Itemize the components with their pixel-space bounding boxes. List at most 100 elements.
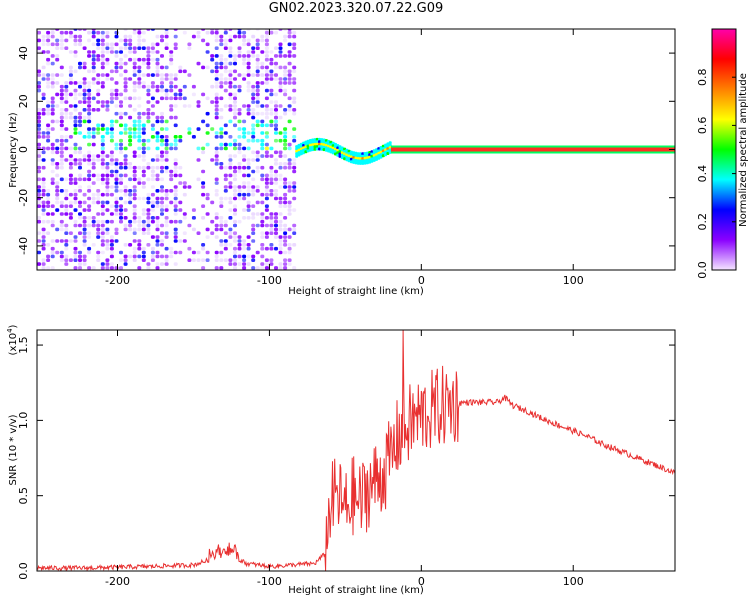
spectrogram-cell [306,147,310,150]
spectrogram-cell [223,219,228,224]
spectrogram-cell [64,227,69,232]
spectrogram-cell [295,149,299,153]
spectrogram-cell [105,231,110,235]
spectrogram-cell [237,34,242,39]
spectrogram-cell [164,219,169,224]
spectrogram-cell [155,146,160,151]
spectrogram-cell [349,153,353,156]
spectrogram-cell [246,216,251,220]
spectrogram-cell [82,158,87,162]
spectrogram-cell [55,104,60,108]
spectrogram-cell [46,30,51,35]
spectrogram-cell [228,243,233,247]
spectrogram-cell [352,160,356,164]
spectrogram-cell [37,165,41,170]
spectrogram-cell [343,157,347,161]
spectrogram-cell [251,192,256,197]
spectrogram-cell [37,30,41,35]
spectrogram-cell [237,119,242,124]
spectrogram-cell [219,243,224,247]
spectrogram-cell [87,84,92,89]
spectrogram-cell [160,77,164,81]
spectrogram-cell [78,81,82,85]
spectrogram-cell [100,192,105,197]
spectrogram-cell [340,151,344,155]
spectrogram-cell [173,42,178,47]
spectrogram-cell [251,46,256,50]
spectrogram-cell [205,131,210,135]
spectrogram-cell [59,119,64,124]
spectrogram-cell [287,212,292,216]
spectrogram-cell [137,227,142,232]
y-tick-label: 1.0 [17,412,30,430]
spectrogram-cell [237,196,242,201]
spectrogram-cell [128,34,133,39]
spectrogram-cell [155,50,160,54]
spectrogram-cell [384,143,388,147]
spectrogram-cell [233,123,237,128]
spectrogram-cell [260,146,265,151]
spectrogram-cell [246,54,251,58]
spectrogram-cell [214,30,219,35]
spectrogram-cell [128,96,133,101]
spectrogram-cell [219,77,224,81]
spectrogram-cell [233,96,237,101]
spectrogram-cell [91,108,96,112]
spectrogram-cell [164,246,169,251]
spectrogram-cell [260,131,265,135]
spectrogram-cell [123,54,128,58]
spectrogram-cell [68,204,73,208]
spectrogram-cell [37,219,41,224]
spectrogram-cell [264,262,269,266]
spectrogram-cell [283,266,288,270]
spectrogram-cell [169,88,174,93]
spectrogram-cell [87,216,92,220]
spectrogram-cell [132,127,137,131]
spectrogram-cell [55,173,60,178]
spectrogram-cell [137,127,142,131]
spectrogram-cell [169,142,174,147]
spectrogram-cell [155,84,160,89]
spectrogram-cell [37,150,41,155]
colorbar-ticks: 0.00.20.40.60.8 [696,68,736,279]
spectrogram-cell [146,108,151,112]
spectrogram-cell [50,212,55,216]
spectrogram-cell [50,96,55,101]
spectrogram-cell [91,54,96,58]
spectrogram-cell [251,111,256,116]
spectrogram-cell [242,243,247,247]
spectrogram-cell [150,246,155,251]
spectrogram-cell [182,181,187,185]
spectrogram-cell [91,266,96,270]
spectrogram-cell [73,266,78,270]
spectrogram-cell [228,96,233,101]
spectrogram-cell [228,181,233,185]
spectrogram-cell [100,235,105,239]
spectrogram-cell [223,196,228,201]
spectrogram-cell [278,104,283,108]
spectrogram-cell [347,152,351,156]
spectrogram-cell [87,208,92,212]
spectrogram-cell [82,227,87,232]
spectrogram-cell [41,212,46,216]
spectrogram-cell [292,162,297,166]
spectrogram-cell [233,189,237,193]
spectrogram-cell [100,165,105,170]
spectrogram-cell [96,108,101,112]
spectrogram-cell [87,81,92,85]
spectrogram-cell [251,158,256,162]
spectrogram-cell [228,158,233,162]
spectrogram-cell [119,111,123,116]
spectrogram-cell [187,131,192,135]
spectrogram-cell [150,46,155,50]
spectrogram-cell [73,115,78,120]
spectrogram-cell [46,189,51,193]
spectrogram-cell [269,262,274,266]
spectrogram-cell [173,34,178,39]
spectrogram-cell [109,266,114,270]
spectrogram-cell [46,135,51,139]
spectrogram-cell [64,204,69,208]
spectrogram-cell [246,158,251,162]
snr-series-line [37,330,675,571]
